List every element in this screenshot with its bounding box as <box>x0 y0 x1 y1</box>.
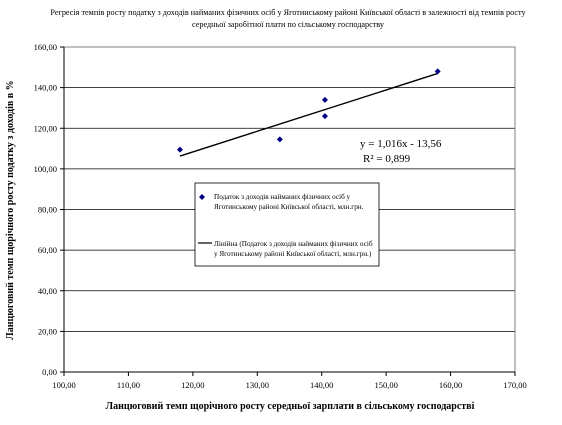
data-point-diamond <box>321 113 328 120</box>
trendline-layer <box>179 72 438 157</box>
x-tick-label: 160,00 <box>439 380 462 390</box>
x-tick-label: 170,00 <box>503 380 526 390</box>
data-point-diamond <box>434 68 441 75</box>
data-point-diamond <box>276 136 283 143</box>
axes: 100,00 110,00 120,00 130,00 140,00 150,00 160,… <box>34 42 527 390</box>
data-point-diamond <box>176 146 183 153</box>
x-tick-label: 100,00 <box>52 380 75 390</box>
chart-title-line-1: Регресія темпів росту податку з доходів … <box>50 8 526 17</box>
y-tick-label: 100,00 <box>34 164 57 174</box>
x-tick-label: 150,00 <box>374 380 397 390</box>
y-tick-label: 60,00 <box>38 245 57 255</box>
y-tick-label: 160,00 <box>34 42 57 52</box>
x-axis-title: Ланцюговий темп щорічного росту середньо… <box>106 401 475 412</box>
legend-series-label-line-1: Податок з доходів найманих фізичних осіб… <box>214 193 351 201</box>
y-tick-label: 0,00 <box>42 367 57 377</box>
chart-legend: Податок з доходів найманих фізичних осіб… <box>194 182 380 267</box>
x-tick-label: 120,00 <box>181 380 204 390</box>
x-tick-label: 140,00 <box>310 380 333 390</box>
regression-trendline <box>179 72 438 157</box>
data-points <box>176 68 441 153</box>
data-point-diamond <box>321 96 328 103</box>
chart-title-line-2: середньої заробітної плати по сільському… <box>192 20 385 29</box>
y-tick-label: 80,00 <box>38 205 57 215</box>
legend-box <box>194 182 380 267</box>
y-tick-label: 120,00 <box>34 123 57 133</box>
r-squared-label: R² = 0,899 <box>363 153 411 165</box>
legend-trend-label-line-1: Лінійна (Податок з доходів найманих фізи… <box>214 240 373 248</box>
legend-series-label-line-2: Яготинському районі Київської області, м… <box>214 203 364 211</box>
y-axis-title: Ланцюговий темп щорічного росту податку … <box>5 80 16 339</box>
x-tick-label: 110,00 <box>117 380 140 390</box>
y-tick-label: 40,00 <box>38 286 57 296</box>
regression-equation: y = 1,016x - 13,56 <box>360 138 442 150</box>
x-tick-label: 130,00 <box>246 380 269 390</box>
y-tick-label: 20,00 <box>38 326 57 336</box>
legend-trend-label-line-2: у Яготинському районі Київської області,… <box>214 250 372 258</box>
legend-diamond-marker <box>199 194 205 200</box>
y-tick-label: 140,00 <box>34 83 57 93</box>
